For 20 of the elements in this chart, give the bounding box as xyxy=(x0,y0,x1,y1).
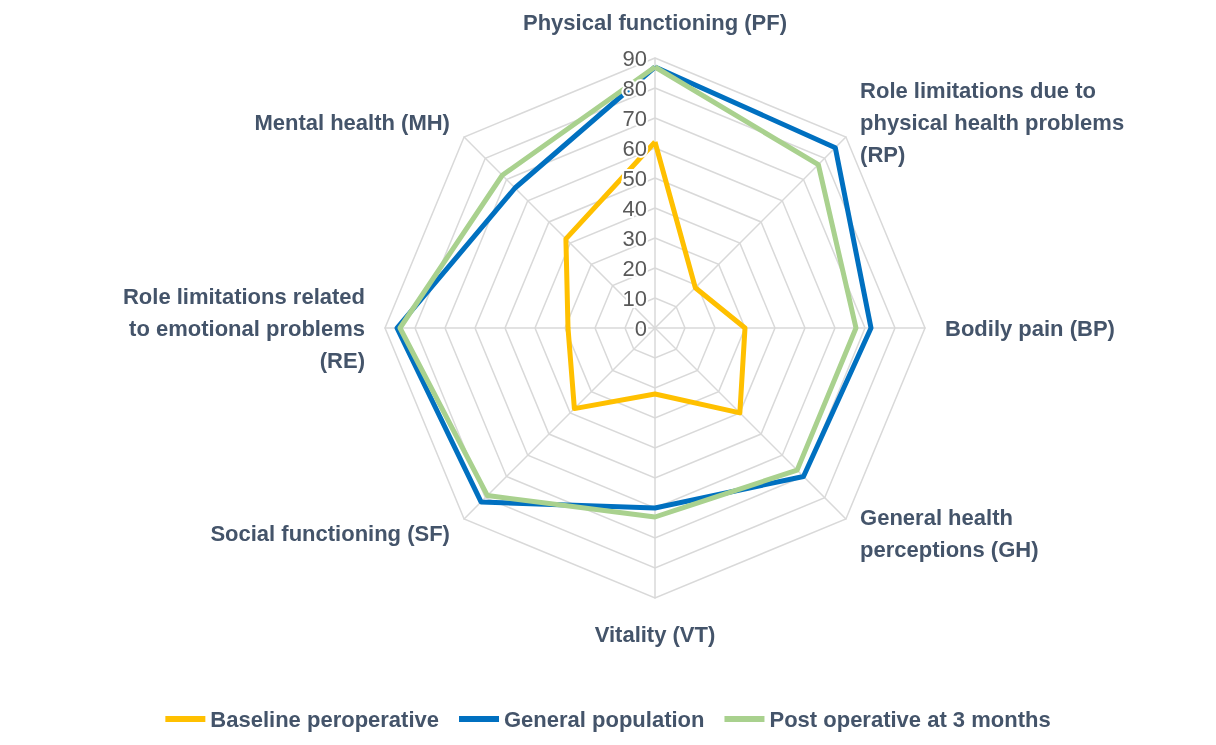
spoke-label: Physical functioning (PF) xyxy=(522,9,788,35)
spoke-label: Vitality (VT) xyxy=(594,621,716,647)
legend-label: Post operative at 3 months xyxy=(769,706,1051,732)
y-tick-label: 10 xyxy=(622,285,647,311)
y-tick-label: 50 xyxy=(622,165,647,191)
legend-label: General population xyxy=(504,706,705,732)
y-tick-label: 60 xyxy=(622,135,647,161)
y-tick-label: 20 xyxy=(622,255,647,281)
legend-label: Baseline peroperative xyxy=(210,706,440,732)
y-tick-label: 30 xyxy=(622,225,647,251)
spoke-label: Social functioning (SF) xyxy=(210,520,450,546)
y-tick-label: 90 xyxy=(622,45,647,71)
spoke-label: Role limitations related to emotional problems (RE) xyxy=(122,283,365,373)
spoke-label: Role limitations due to physical health problems (RP) xyxy=(860,78,1125,168)
spoke-label: Bodily pain (BP) xyxy=(945,315,1115,341)
y-tick-label: 40 xyxy=(622,195,647,221)
spoke-label: Mental health (MH) xyxy=(254,110,450,136)
y-tick-label: 70 xyxy=(622,105,647,131)
y-tick-label: 0 xyxy=(634,315,647,341)
spoke-label: General health perceptions (GH) xyxy=(860,504,1039,562)
